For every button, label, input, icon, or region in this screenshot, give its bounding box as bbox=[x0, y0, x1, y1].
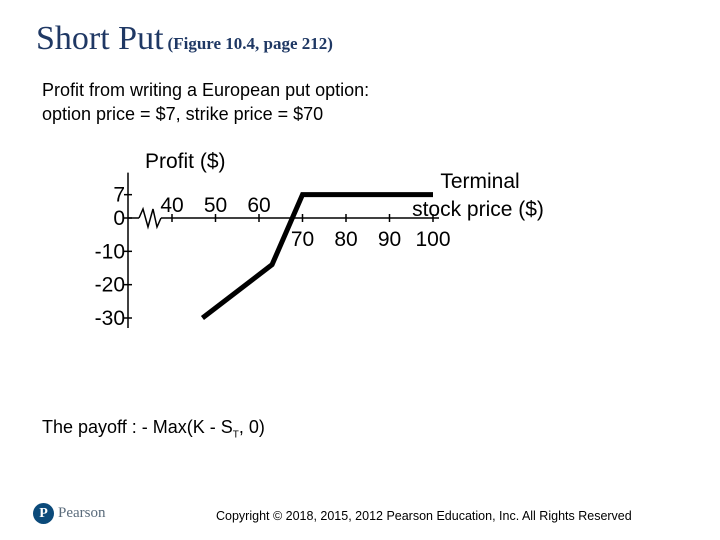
formula-suffix: , 0) bbox=[238, 417, 265, 437]
slide-subtitle: Profit from writing a European put optio… bbox=[42, 78, 369, 126]
pearson-logo: P Pearson bbox=[33, 503, 106, 524]
y-tick-label--20: -20 bbox=[95, 274, 125, 297]
axis-break bbox=[138, 206, 162, 230]
x-tick-label-50: 50 bbox=[204, 194, 227, 217]
y-axis-label: Profit ($) bbox=[145, 150, 226, 173]
x-tick-label-40: 40 bbox=[160, 194, 183, 217]
slide-title: Short Put (Figure 10.4, page 212) bbox=[36, 20, 333, 58]
formula-prefix: The payoff : - Max(K - S bbox=[42, 417, 233, 437]
copyright-notice: Copyright © 2018, 2015, 2012 Pearson Edu… bbox=[216, 509, 632, 523]
x-tick-label-90: 90 bbox=[378, 228, 401, 251]
y-tick-label-0: 0 bbox=[113, 207, 125, 230]
payoff-line-0 bbox=[200, 192, 433, 320]
title-figure-reference: (Figure 10.4, page 212) bbox=[167, 34, 333, 53]
formula-subscript: T bbox=[232, 429, 239, 441]
y-tick-label--30: -30 bbox=[95, 307, 125, 330]
x-tick-label-80: 80 bbox=[334, 228, 357, 251]
x-axis-label-line-1: Terminal bbox=[440, 170, 519, 193]
payoff-formula: The payoff : - Max(K - ST, 0) bbox=[42, 417, 265, 441]
x-tick-label-70: 70 bbox=[291, 228, 314, 251]
title-main: Short Put bbox=[36, 20, 164, 57]
subtitle-line-2: option price = $7, strike price = $70 bbox=[42, 104, 324, 124]
x-tick-label-100: 100 bbox=[415, 228, 450, 251]
pearson-logo-icon: P bbox=[33, 503, 54, 524]
pearson-logo-text: Pearson bbox=[58, 505, 106, 521]
x-axis-label-line-2: stock price ($) bbox=[412, 198, 544, 221]
x-tick-label-60: 60 bbox=[247, 194, 270, 217]
y-tick-label-7: 7 bbox=[113, 184, 125, 207]
y-tick-label--10: -10 bbox=[95, 240, 125, 263]
subtitle-line-1: Profit from writing a European put optio… bbox=[42, 80, 370, 100]
